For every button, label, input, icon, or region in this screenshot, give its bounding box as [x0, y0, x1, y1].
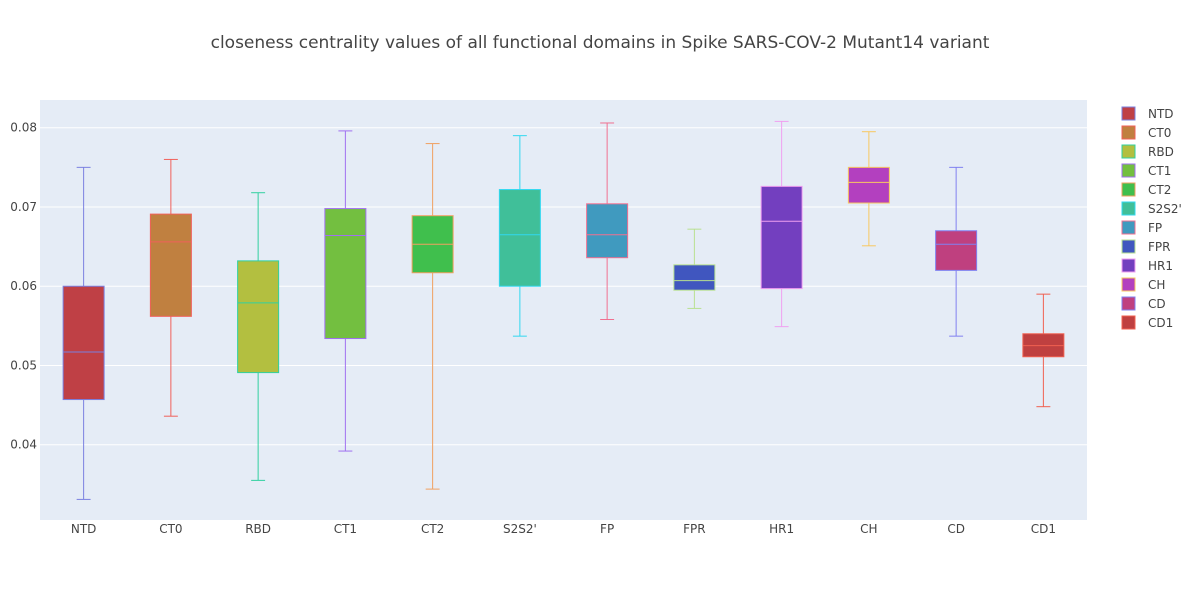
legend-item[interactable]: CD1 [1121, 315, 1173, 330]
box-rbd [237, 192, 280, 481]
legend-swatch [1121, 296, 1136, 311]
legend[interactable]: NTD CT0 RBD CT1 CT2 S2S2' FP FPR HR1 CH CD CD1 [1121, 106, 1182, 330]
box-fp [586, 122, 629, 321]
legend-item[interactable]: CD [1121, 296, 1166, 311]
legend-label: RBD [1148, 145, 1174, 159]
legend-item[interactable]: FPR [1121, 239, 1170, 254]
box-body [760, 185, 803, 290]
box-body [149, 213, 192, 317]
legend-label: FPR [1148, 240, 1170, 254]
legend-swatch [1121, 144, 1136, 159]
x-tick-label: CT1 [334, 522, 357, 536]
boxes [62, 120, 1065, 500]
legend-item[interactable]: FP [1121, 220, 1162, 235]
y-tick-label: 0.07 [10, 200, 37, 214]
box-fpr [673, 228, 716, 309]
box-cd [935, 166, 978, 337]
x-tick-label: NTD [71, 522, 97, 536]
legend-swatch [1121, 106, 1136, 121]
box-hr1 [760, 120, 803, 328]
legend-item[interactable]: CT1 [1121, 163, 1171, 178]
legend-item[interactable]: HR1 [1121, 258, 1173, 273]
box-body [586, 203, 629, 259]
legend-label: CH [1148, 278, 1165, 292]
x-tick-label: CD [947, 522, 965, 536]
legend-label: CD [1148, 297, 1166, 311]
legend-item[interactable]: RBD [1121, 144, 1174, 159]
legend-item[interactable]: CT0 [1121, 125, 1171, 140]
legend-label: NTD [1148, 107, 1174, 121]
legend-swatch [1121, 239, 1136, 254]
legend-item[interactable]: CH [1121, 277, 1165, 292]
legend-label: S2S2' [1148, 202, 1182, 216]
box-body [324, 208, 367, 340]
legend-label: CD1 [1148, 316, 1173, 330]
x-tick-label: RBD [245, 522, 271, 536]
legend-item[interactable]: S2S2' [1121, 201, 1182, 216]
x-tick-label: FP [600, 522, 614, 536]
box-body [673, 264, 716, 291]
x-axis: NTD CT0 RBD CT1 CT2 S2S2' FP FPR HR1 CH CD CD1 [71, 522, 1056, 536]
legend-label: CT2 [1148, 183, 1171, 197]
x-tick-label: S2S2' [503, 522, 537, 536]
x-tick-label: CD1 [1031, 522, 1056, 536]
box-body [498, 189, 541, 287]
legend-swatch [1121, 258, 1136, 273]
x-tick-label: CT2 [421, 522, 444, 536]
box-ct0 [149, 158, 192, 417]
y-tick-label: 0.08 [10, 121, 37, 135]
legend-label: CT1 [1148, 164, 1171, 178]
legend-swatch [1121, 163, 1136, 178]
legend-item[interactable]: CT2 [1121, 182, 1171, 197]
box-cd1 [1022, 293, 1065, 408]
box-s2s2 [498, 135, 541, 337]
y-tick-label: 0.05 [10, 358, 37, 372]
box-body [847, 166, 890, 204]
box-body [237, 260, 280, 374]
box-ct1 [324, 130, 367, 452]
legend-swatch [1121, 277, 1136, 292]
y-tick-label: 0.06 [10, 279, 37, 293]
legend-swatch [1121, 182, 1136, 197]
legend-item[interactable]: NTD [1121, 106, 1174, 121]
x-tick-label: FPR [683, 522, 705, 536]
legend-swatch [1121, 125, 1136, 140]
x-tick-label: CT0 [159, 522, 182, 536]
box-ch [847, 131, 890, 247]
y-axis: 0.04 0.05 0.06 0.07 0.08 [10, 121, 37, 452]
box-ct2 [411, 143, 454, 490]
chart-title: closeness centrality values of all funct… [210, 33, 990, 53]
legend-label: FP [1148, 221, 1162, 235]
y-tick-label: 0.04 [10, 438, 37, 452]
plot-background [40, 100, 1087, 520]
legend-swatch [1121, 220, 1136, 235]
box-body [62, 285, 105, 401]
x-tick-label: HR1 [769, 522, 794, 536]
box-body [935, 230, 978, 271]
x-tick-label: CH [860, 522, 877, 536]
legend-swatch [1121, 201, 1136, 216]
legend-swatch [1121, 315, 1136, 330]
legend-label: HR1 [1148, 259, 1173, 273]
grid-lines [40, 127, 1087, 446]
legend-label: CT0 [1148, 126, 1171, 140]
box-ntd [62, 166, 105, 500]
